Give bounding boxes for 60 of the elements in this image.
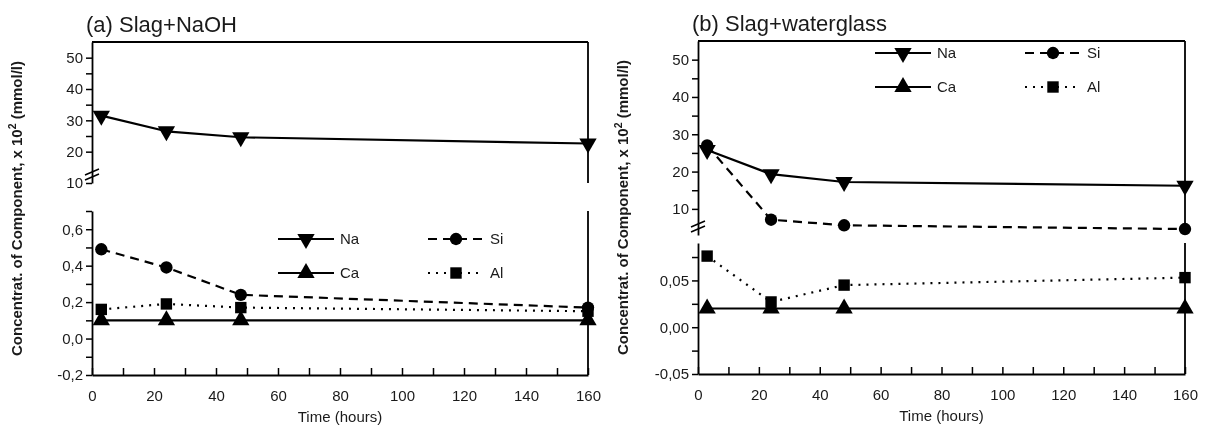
point [579, 138, 597, 154]
x-tick-label: 20 [751, 385, 768, 403]
x-tick-label: 40 [208, 386, 225, 404]
legend-label: Na [340, 230, 360, 247]
x-tick-label: 140 [1112, 385, 1138, 403]
x-tick-label: 100 [389, 386, 416, 404]
x-tick-label: 80 [933, 385, 951, 403]
y-tick-label: 0,2 [62, 293, 83, 311]
point [235, 301, 247, 314]
x-tick-label: 0 [88, 386, 97, 404]
x-tick-label: 100 [990, 385, 1016, 403]
y-tick-label: 0,6 [62, 220, 83, 238]
x-tick-label: 80 [332, 386, 349, 404]
y-tick-label: 50 [672, 50, 689, 68]
point [160, 261, 173, 274]
point [234, 288, 247, 301]
y-tick-label: 40 [66, 80, 83, 98]
y-tick-label: 0,05 [659, 271, 689, 289]
legend-label: Al [1087, 78, 1101, 95]
y-tick-label: 0,4 [62, 256, 83, 274]
y-tick-label: 20 [66, 142, 83, 160]
x-axis-title: Time (hours) [297, 408, 383, 425]
x-tick-label: 0 [694, 385, 703, 403]
legend-label: Al [490, 264, 504, 281]
point [582, 305, 594, 317]
y-tick-label: 50 [66, 48, 83, 66]
point [157, 126, 176, 142]
y-tick-label: 10 [672, 200, 689, 218]
x-tick-label: 160 [575, 386, 602, 404]
x-tick-label: 60 [872, 385, 890, 403]
y-tick-label: 30 [672, 125, 689, 143]
x-tick-label: 120 [451, 386, 478, 404]
point [95, 303, 107, 316]
y-tick-label: 0,00 [659, 318, 689, 336]
x-tick-label: 160 [1172, 385, 1199, 403]
x-tick-label: 140 [513, 386, 540, 404]
y-tick-label: 10 [66, 174, 83, 192]
x-tick-label: 60 [270, 386, 287, 404]
y-tick-label: 0,0 [62, 329, 83, 347]
legend-label: Si [1087, 44, 1101, 61]
chart-title: (b) Slag+waterglass [692, 11, 888, 36]
legend-label: Ca [937, 78, 957, 95]
point [160, 298, 173, 310]
legend-label: Si [490, 230, 504, 247]
x-tick-label: 20 [146, 386, 163, 404]
x-tick-label: 40 [811, 385, 829, 403]
y-tick-label: 20 [672, 162, 689, 180]
x-axis-title: Time (hours) [899, 407, 984, 424]
legend-label: Na [937, 44, 957, 61]
chart-title: (a) Slag+NaOH [86, 12, 238, 37]
point [157, 310, 176, 326]
point [92, 110, 110, 126]
legend-label: Ca [340, 264, 360, 281]
point [232, 132, 250, 148]
y-tick-label: 30 [66, 111, 83, 129]
y-tick-label: -0,2 [57, 366, 83, 384]
y-tick-label: 40 [672, 88, 689, 106]
x-tick-label: 120 [1051, 385, 1077, 403]
point [95, 243, 108, 256]
y-tick-label: -0,05 [654, 365, 689, 383]
